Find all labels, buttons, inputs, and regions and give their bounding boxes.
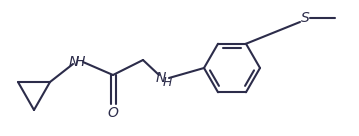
Text: O: O — [108, 106, 118, 120]
Text: N: N — [69, 55, 79, 69]
Text: H: H — [162, 75, 172, 89]
Text: S: S — [300, 11, 309, 25]
Text: H: H — [75, 55, 85, 69]
Text: N: N — [156, 71, 166, 85]
